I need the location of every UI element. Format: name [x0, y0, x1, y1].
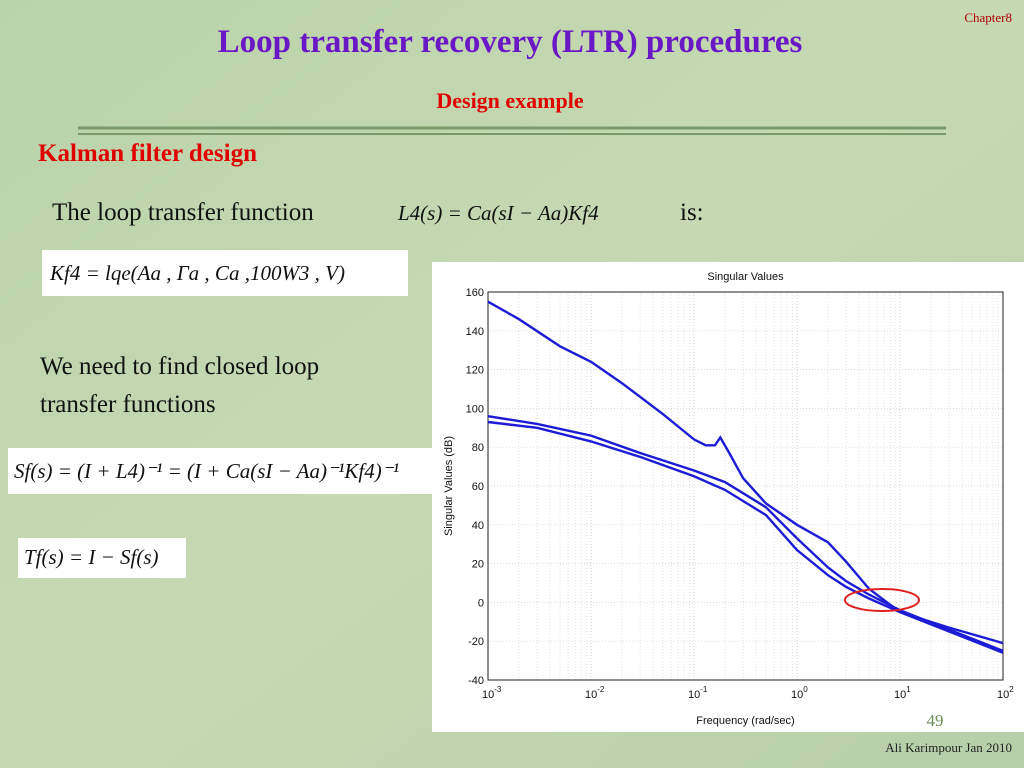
x-tick-exponent: 0 — [803, 685, 808, 694]
formula-box — [18, 538, 186, 578]
series-line — [487, 300, 1004, 645]
x-tick-base: 10 — [585, 689, 597, 701]
y-axis-label: Singular Values (dB) — [443, 436, 455, 536]
x-tick-label: 101 — [894, 685, 911, 701]
x-tick-base: 10 — [482, 689, 494, 701]
y-tick-label: 80 — [472, 442, 484, 454]
subtitle: Design example — [436, 88, 584, 113]
paragraph-line: transfer functions — [40, 391, 216, 418]
x-tick-exponent: -1 — [700, 685, 708, 694]
highlight-ellipse — [844, 588, 920, 612]
y-tick-label: 100 — [466, 403, 484, 415]
y-tick-label: 20 — [472, 559, 484, 571]
formula: L4(s) = Ca(sI − Aa)Kf4 — [397, 201, 599, 225]
y-tick-label: 40 — [472, 520, 484, 532]
title: Loop transfer recovery (LTR) procedures — [218, 24, 803, 60]
formula: Tf(s) = I − Sf(s) — [24, 545, 159, 569]
x-tick-base: 10 — [688, 689, 700, 701]
x-tick-base: 10 — [894, 689, 906, 701]
x-tick-exponent: -2 — [597, 685, 605, 694]
x-axis-label: Frequency (rad/sec) — [696, 715, 794, 727]
formula: Kf4 = lqe(Aa , Γa , Ca ,100W3 , V) — [49, 261, 345, 285]
footer: Ali Karimpour Jan 2010 — [885, 740, 1012, 755]
x-tick-exponent: 1 — [906, 685, 911, 694]
y-tick-label: 0 — [478, 597, 484, 609]
x-tick-base: 10 — [791, 689, 803, 701]
formula-box — [42, 250, 408, 296]
formula: Sf(s) = (I + L4)⁻¹ = (I + Ca(sI − Aa)⁻¹K… — [14, 459, 399, 483]
y-tick-label: -40 — [468, 675, 484, 687]
x-tick-label: 100 — [791, 685, 808, 701]
chart: Singular Values Frequency (rad/sec) Singul… — [443, 271, 1014, 727]
x-tick-base: 10 — [997, 689, 1009, 701]
x-tick-label: 102 — [997, 685, 1014, 701]
y-tick-label: 120 — [466, 365, 484, 377]
paragraph-line: We need to find closed loop — [40, 353, 319, 380]
plot-frame — [487, 291, 1004, 681]
chart-title: Singular Values — [707, 271, 784, 283]
series-line — [487, 415, 1004, 653]
x-tick-exponent: 2 — [1009, 685, 1014, 694]
y-tick-label: 160 — [466, 287, 484, 299]
section-heading: Kalman filter design — [38, 140, 257, 167]
formula-box — [8, 448, 432, 494]
text: The loop transfer function — [52, 199, 314, 226]
text: is: — [680, 199, 704, 226]
x-tick-exponent: -3 — [494, 685, 502, 694]
y-tick-label: 60 — [472, 481, 484, 493]
chapter: Chapter8 — [964, 10, 1012, 25]
x-tick-label: 10-3 — [482, 685, 502, 701]
page-number: 49 — [927, 711, 944, 730]
x-tick-label: 10-2 — [585, 685, 605, 701]
x-tick-label: 10-1 — [688, 685, 708, 701]
y-tick-label: 140 — [466, 326, 484, 338]
chart-panel — [432, 262, 1024, 732]
y-tick-label: -20 — [468, 636, 484, 648]
